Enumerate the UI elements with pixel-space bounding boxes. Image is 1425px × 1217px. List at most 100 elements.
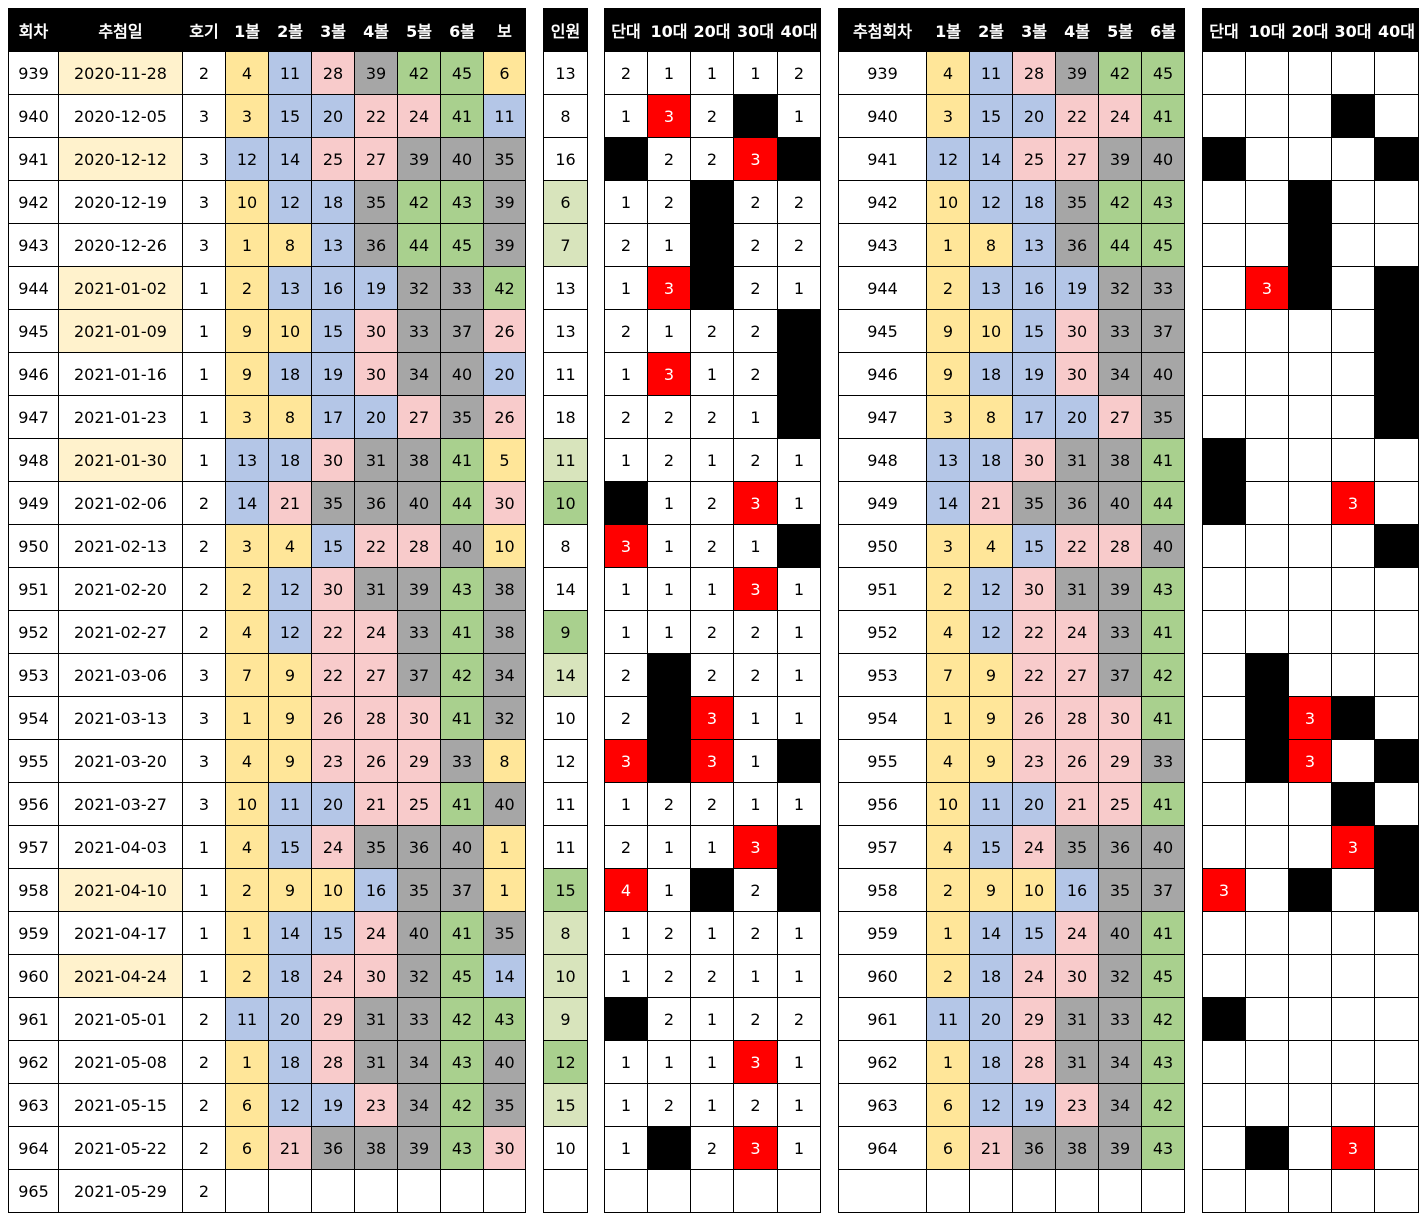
ball-cell: 20 — [268, 997, 312, 1041]
empty-cell — [1288, 352, 1332, 396]
ball-cell: 40 — [1098, 911, 1142, 955]
decade-count: 2 — [733, 438, 778, 482]
decade-count: 2 — [604, 825, 648, 869]
people-cell: 11 — [543, 825, 588, 869]
decade-count: 2 — [647, 954, 691, 998]
decade-count: 2 — [777, 997, 821, 1041]
empty-cell — [1202, 352, 1246, 396]
decade-count: 2 — [647, 137, 691, 181]
empty-cell — [1202, 911, 1246, 955]
ball-cell: 28 — [311, 51, 355, 95]
ball-cell: 42 — [440, 1083, 484, 1127]
round-cell: 952 — [838, 610, 927, 654]
machine-cell: 2 — [182, 997, 226, 1041]
ball-cell: 19 — [354, 266, 398, 310]
ball-cell: 11 — [969, 782, 1013, 826]
pattern-black — [1202, 997, 1246, 1041]
round-cell: 964 — [838, 1126, 927, 1170]
header-cell: 회차 — [8, 8, 59, 52]
bonus-cell: 26 — [483, 395, 526, 439]
empty-cell — [1245, 567, 1289, 611]
decade-count: 1 — [604, 782, 648, 826]
ball-cell: 10 — [969, 309, 1013, 353]
pattern-black — [1202, 481, 1246, 525]
ball-cell: 45 — [440, 223, 484, 267]
empty-cell — [440, 1169, 484, 1213]
people-cell: 10 — [543, 1126, 588, 1170]
ball-cell: 21 — [1055, 782, 1099, 826]
ball-cell: 42 — [440, 997, 484, 1041]
ball-cell: 39 — [1098, 567, 1142, 611]
decade-count: 1 — [647, 610, 691, 654]
empty-cell — [1288, 954, 1332, 998]
ball-cell: 37 — [1098, 653, 1142, 697]
round-cell: 956 — [8, 782, 59, 826]
header-cell: 단대 — [604, 8, 648, 52]
ball-cell: 22 — [1055, 94, 1099, 138]
empty-cell — [1141, 1169, 1185, 1213]
zero-cell — [647, 696, 691, 740]
empty-cell — [838, 1169, 927, 1213]
ball-cell: 44 — [1141, 481, 1185, 525]
empty-cell — [1331, 438, 1375, 482]
empty-cell — [1288, 438, 1332, 482]
ball-cell: 2 — [225, 868, 269, 912]
ball-cell: 19 — [1055, 266, 1099, 310]
date-cell: 2021-05-08 — [58, 1040, 183, 1084]
empty-cell — [1331, 954, 1375, 998]
round-cell: 956 — [838, 782, 927, 826]
ball-cell: 45 — [440, 51, 484, 95]
bonus-cell: 14 — [483, 954, 526, 998]
pattern-black — [1374, 524, 1419, 568]
ball-cell: 8 — [969, 223, 1013, 267]
ball-cell: 20 — [311, 94, 355, 138]
ball-cell: 1 — [926, 696, 970, 740]
ball-cell: 30 — [354, 954, 398, 998]
ball-cell: 15 — [1012, 524, 1056, 568]
ball-cell: 39 — [354, 51, 398, 95]
ball-cell: 18 — [1012, 180, 1056, 224]
date-cell: 2021-05-15 — [58, 1083, 183, 1127]
decade-count: 1 — [777, 1083, 821, 1127]
round-cell: 953 — [8, 653, 59, 697]
empty-cell — [1288, 1083, 1332, 1127]
ball-cell: 35 — [1012, 481, 1056, 525]
decade-count: 3 — [647, 266, 691, 310]
ball-cell: 39 — [397, 1126, 441, 1170]
pattern-hit: 3 — [1245, 266, 1289, 310]
ball-cell: 18 — [268, 1040, 312, 1084]
date-cell: 2021-02-06 — [58, 481, 183, 525]
header-cell: 30대 — [733, 8, 778, 52]
ball-cell: 10 — [225, 180, 269, 224]
empty-cell — [1245, 1040, 1289, 1084]
round-cell: 963 — [838, 1083, 927, 1127]
ball-cell: 1 — [225, 696, 269, 740]
bonus-cell: 39 — [483, 180, 526, 224]
machine-cell: 1 — [182, 825, 226, 869]
empty-cell — [1331, 51, 1375, 95]
empty-cell — [1374, 954, 1419, 998]
pattern-black — [1245, 1126, 1289, 1170]
ball-cell: 21 — [969, 1126, 1013, 1170]
date-cell: 2020-12-05 — [58, 94, 183, 138]
date-cell: 2021-05-22 — [58, 1126, 183, 1170]
round-cell: 957 — [838, 825, 927, 869]
bonus-cell: 38 — [483, 610, 526, 654]
ball-cell: 37 — [397, 653, 441, 697]
round-cell: 944 — [838, 266, 927, 310]
header-cell: 6볼 — [440, 8, 484, 52]
machine-cell: 2 — [182, 1169, 226, 1213]
round-cell: 941 — [838, 137, 927, 181]
ball-cell: 12 — [268, 1083, 312, 1127]
round-cell: 948 — [838, 438, 927, 482]
round-cell: 962 — [838, 1040, 927, 1084]
ball-cell: 33 — [440, 266, 484, 310]
ball-cell: 10 — [1012, 868, 1056, 912]
ball-cell: 16 — [311, 266, 355, 310]
ball-cell: 4 — [225, 51, 269, 95]
ball-cell: 7 — [225, 653, 269, 697]
ball-cell: 8 — [969, 395, 1013, 439]
ball-cell: 34 — [1098, 1083, 1142, 1127]
ball-cell: 30 — [311, 567, 355, 611]
header-cell: 추첨일 — [58, 8, 183, 52]
